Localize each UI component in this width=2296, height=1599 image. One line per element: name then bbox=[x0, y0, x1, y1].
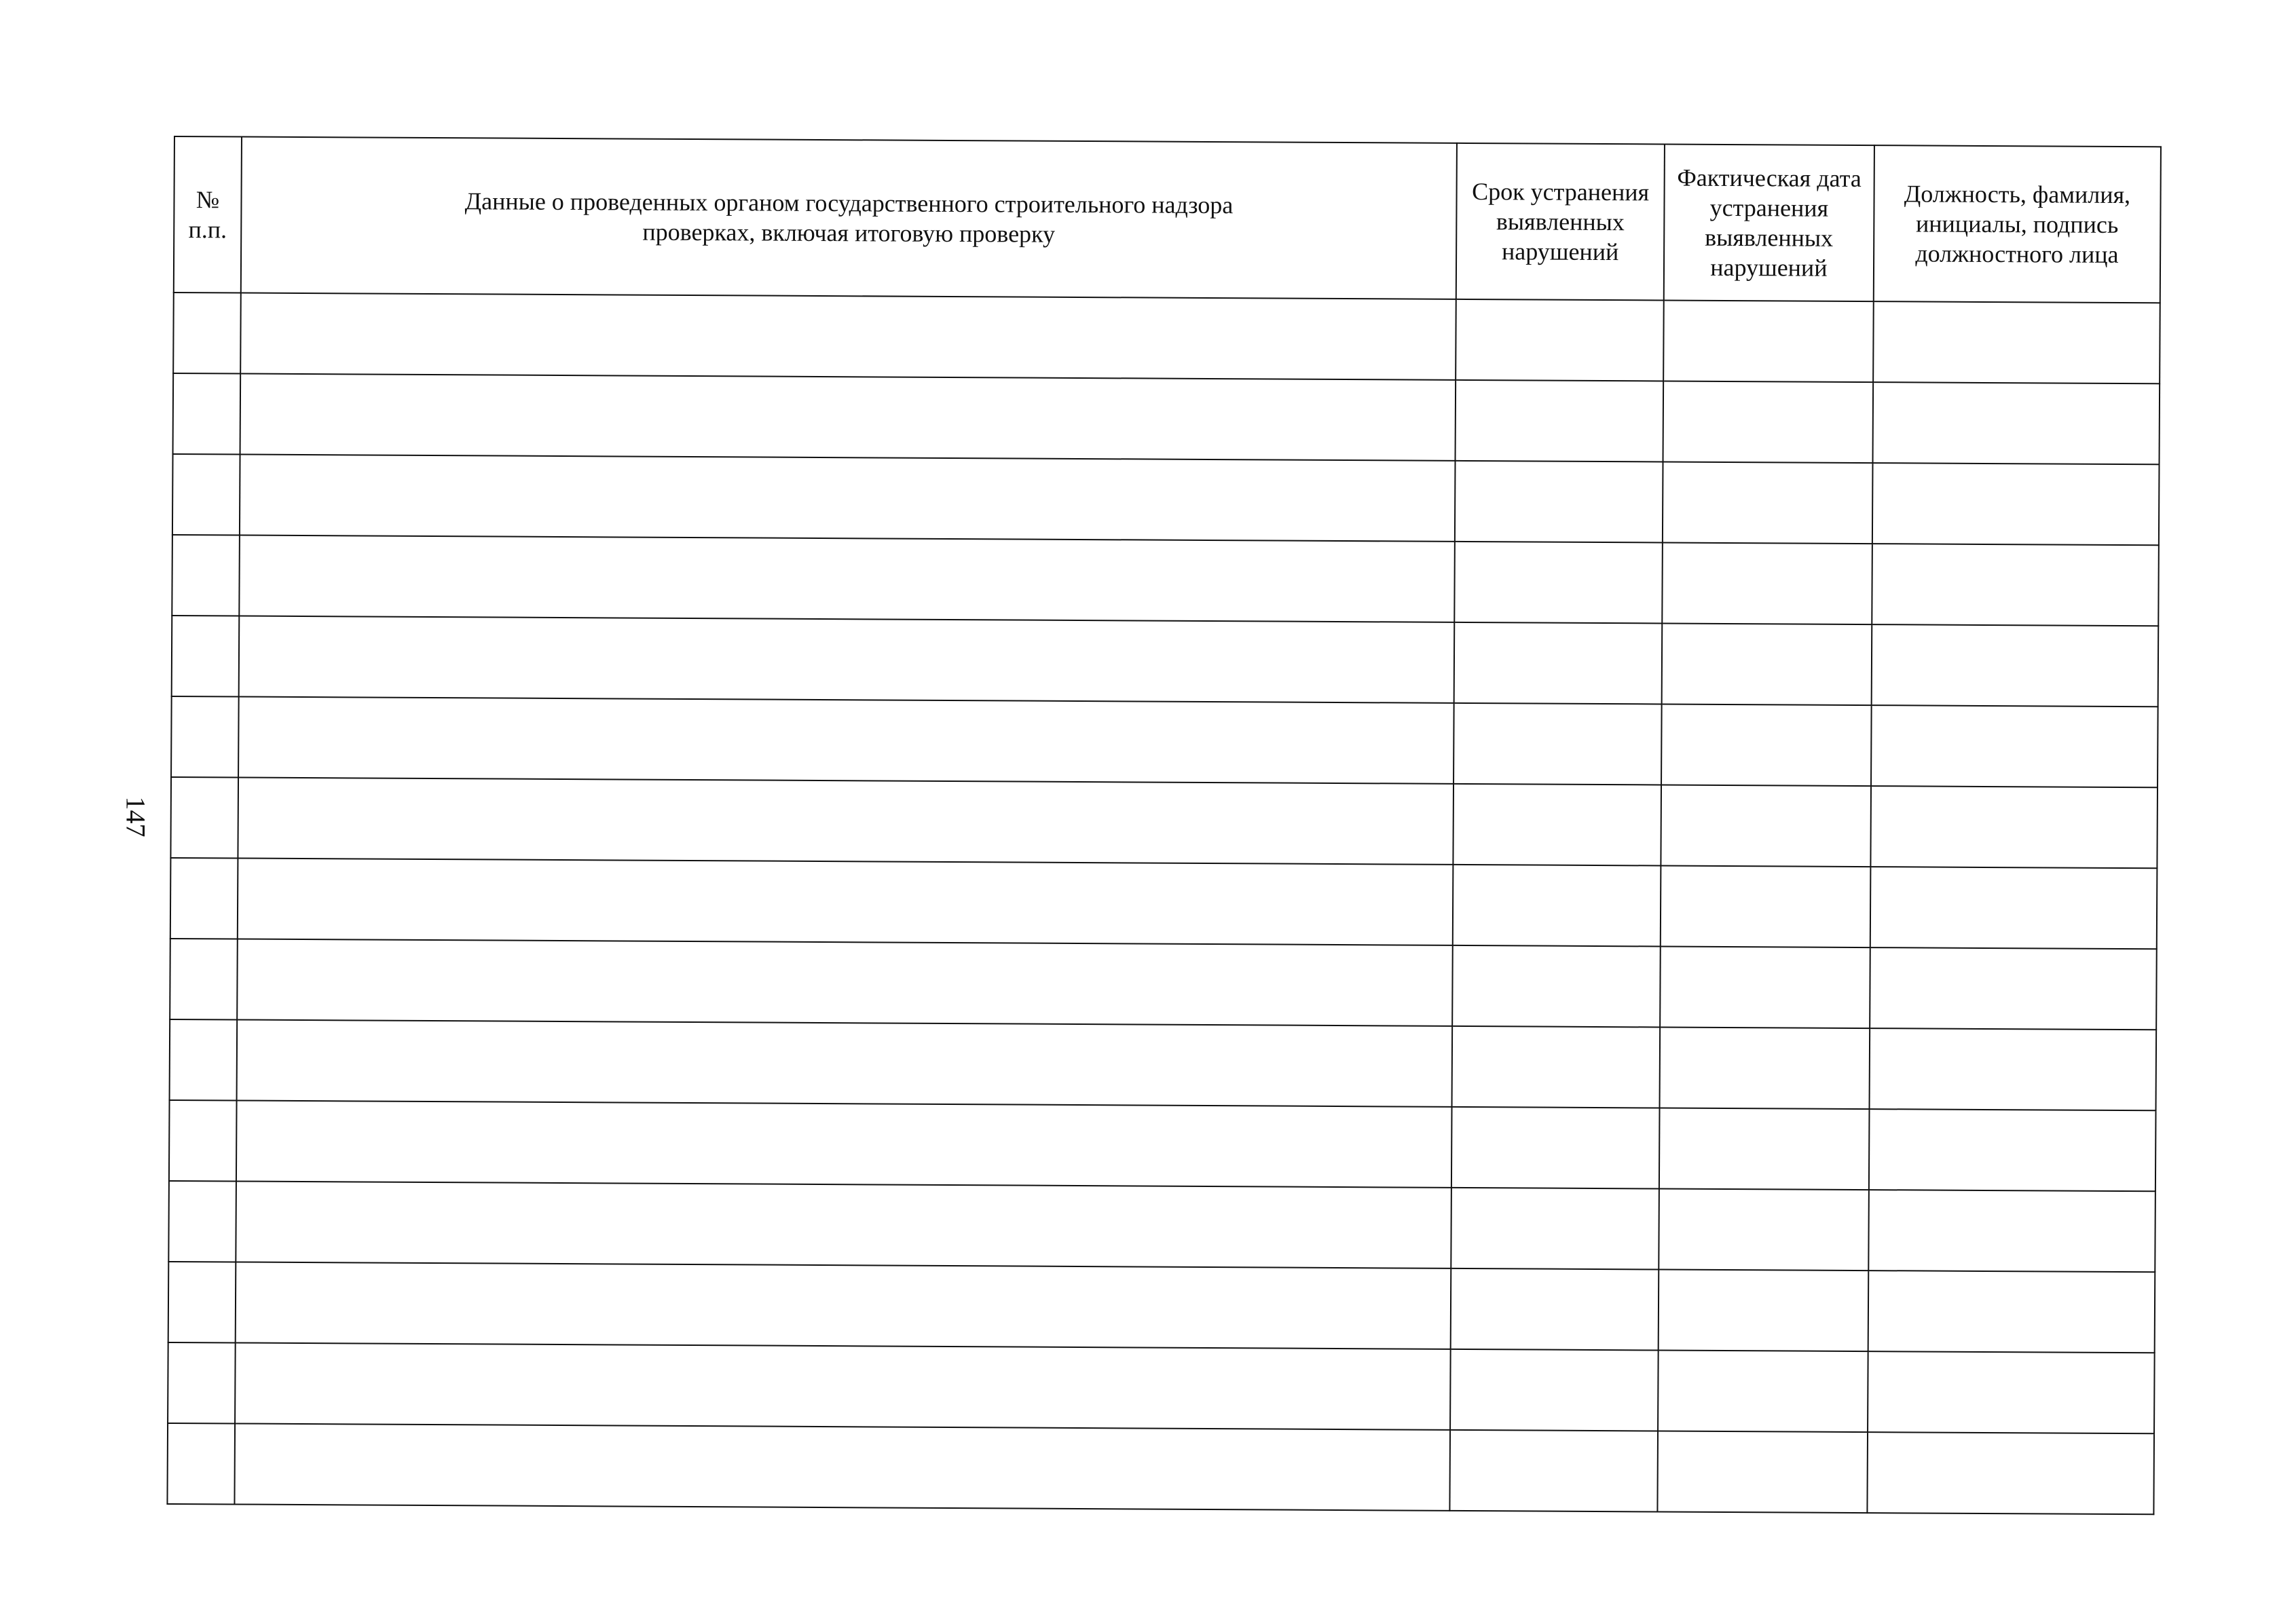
table-cell bbox=[1659, 1027, 1870, 1110]
table-cell bbox=[1451, 1187, 1659, 1270]
table-cell bbox=[236, 1181, 1451, 1268]
table-row bbox=[170, 857, 2158, 949]
table-cell bbox=[168, 1099, 237, 1182]
table-cell bbox=[239, 454, 1456, 542]
table-cell bbox=[239, 535, 1455, 622]
table-cell bbox=[1660, 946, 1870, 1029]
table-cell bbox=[1659, 1108, 1870, 1190]
table-cell bbox=[171, 615, 240, 697]
table-row bbox=[173, 293, 2160, 384]
table-cell bbox=[1867, 1351, 2155, 1434]
table-cell bbox=[238, 777, 1454, 865]
table-cell bbox=[1453, 702, 1662, 785]
table-cell bbox=[236, 1019, 1453, 1107]
table-cell bbox=[1870, 705, 2158, 788]
inspection-table: № п.п. Данные о проведенных органом госу… bbox=[166, 136, 2162, 1515]
table-cell bbox=[170, 938, 238, 1020]
table-cell bbox=[172, 453, 240, 535]
table-cell bbox=[1870, 786, 2158, 869]
table-cell bbox=[1661, 785, 1871, 867]
header-inspection-data: Данные о проведенных органом государстве… bbox=[240, 136, 1457, 299]
table-cell bbox=[1456, 299, 1664, 381]
table-cell bbox=[1868, 1271, 2155, 1353]
table-cell bbox=[235, 1262, 1451, 1349]
header-actual-date: Фактическая дата устранения выявленных н… bbox=[1663, 144, 1874, 302]
table-cell bbox=[236, 1100, 1452, 1188]
header-deadline: Срок устранения выявленных нарушений bbox=[1456, 143, 1665, 301]
table-cell bbox=[1870, 867, 2158, 949]
table-cell bbox=[1659, 1188, 1869, 1271]
table-cell bbox=[1872, 301, 2160, 384]
table-cell bbox=[172, 373, 241, 455]
table-cell bbox=[1663, 381, 1873, 464]
table-cell bbox=[1661, 704, 1872, 787]
table-cell bbox=[171, 696, 239, 778]
table-row bbox=[170, 776, 2158, 869]
table-cell bbox=[1658, 1269, 1868, 1352]
table-cell bbox=[1869, 1028, 2157, 1111]
table-header-row: № п.п. Данные о проведенных органом госу… bbox=[173, 136, 2161, 303]
table-cell bbox=[1872, 463, 2160, 546]
table-cell bbox=[237, 939, 1453, 1026]
table-cell bbox=[1450, 1268, 1659, 1351]
table-cell bbox=[167, 1423, 236, 1505]
table-row bbox=[172, 373, 2160, 465]
table-row bbox=[172, 453, 2160, 546]
table-cell bbox=[1451, 1106, 1660, 1189]
table-cell bbox=[1455, 379, 1664, 462]
table-row bbox=[168, 1099, 2156, 1192]
table-cell bbox=[1871, 544, 2159, 626]
table-cell bbox=[238, 616, 1455, 703]
table-row bbox=[172, 534, 2159, 626]
table-cell bbox=[1662, 462, 1873, 544]
table-cell bbox=[1871, 624, 2159, 707]
table-cell bbox=[1657, 1431, 1868, 1513]
page-number: 147 bbox=[120, 796, 151, 838]
table-row bbox=[168, 1261, 2155, 1353]
table-row bbox=[171, 696, 2158, 788]
table-cell bbox=[1868, 1109, 2156, 1192]
table-cell bbox=[168, 1261, 236, 1343]
table-cell bbox=[169, 1019, 238, 1101]
table-cell bbox=[1661, 623, 1872, 706]
table-row bbox=[169, 1019, 2157, 1111]
table-cell bbox=[172, 534, 240, 616]
table-cell bbox=[237, 858, 1453, 945]
table-row bbox=[170, 938, 2157, 1030]
table-cell bbox=[168, 1342, 236, 1424]
table-row bbox=[168, 1180, 2155, 1273]
table-cell bbox=[173, 293, 241, 374]
table-cell bbox=[168, 1180, 236, 1262]
table-cell bbox=[1449, 1429, 1659, 1512]
table-cell bbox=[235, 1342, 1451, 1430]
table-cell bbox=[1869, 947, 2157, 1030]
table-cell bbox=[1453, 783, 1662, 866]
table-cell bbox=[1454, 460, 1663, 543]
table-row bbox=[167, 1423, 2155, 1515]
table-cell bbox=[170, 776, 239, 859]
table-cell bbox=[1454, 541, 1663, 624]
table-cell bbox=[1658, 1350, 1868, 1433]
table-cell bbox=[170, 857, 238, 939]
table-cell bbox=[238, 696, 1454, 784]
table-cell bbox=[1868, 1190, 2155, 1273]
table-cell bbox=[1452, 945, 1661, 1028]
table-cell bbox=[1451, 1026, 1661, 1108]
table-cell bbox=[1663, 300, 1874, 383]
table-cell bbox=[234, 1423, 1451, 1511]
table-cell bbox=[240, 373, 1456, 461]
table-row bbox=[168, 1342, 2155, 1434]
header-number: № п.п. bbox=[173, 136, 242, 293]
table-cell bbox=[1867, 1432, 2155, 1515]
table-cell bbox=[1450, 1349, 1659, 1431]
table-cell bbox=[1452, 864, 1661, 947]
table-cell bbox=[1872, 382, 2160, 465]
header-official: Должность, фамилия, инициалы, подпись до… bbox=[1873, 145, 2161, 303]
table-cell bbox=[1660, 865, 1871, 948]
table-cell bbox=[1662, 542, 1872, 625]
table-row bbox=[171, 615, 2159, 707]
table-cell bbox=[240, 293, 1456, 380]
table-cell bbox=[1453, 622, 1663, 704]
